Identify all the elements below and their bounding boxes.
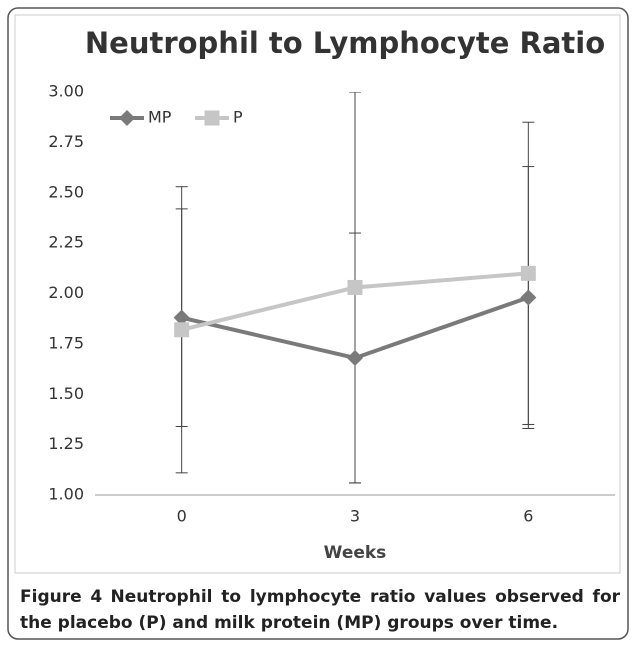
y-tick-label: 2.50: [48, 182, 84, 201]
y-tick-label: 1.75: [48, 333, 84, 352]
marker: [347, 349, 363, 366]
y-tick-label: 1.50: [48, 384, 84, 403]
chart-title: Neutrophil to Lymphocyte Ratio: [85, 26, 605, 60]
caption-text: Neutrophil to lymphocyte ratio values ob…: [20, 587, 621, 633]
caption: Figure 4 Neutrophil to lymphocyte ratio …: [20, 584, 620, 636]
x-tick-label: 0: [177, 507, 187, 526]
y-tick-label: 2.00: [48, 283, 84, 302]
caption-label: Figure 4: [20, 587, 103, 607]
y-tick-label: 1.00: [48, 485, 84, 504]
legend-label: P: [233, 108, 243, 127]
figure-border: [7, 7, 629, 640]
y-tick-label: 2.75: [48, 132, 84, 151]
marker: [174, 322, 190, 338]
x-tick-label: 6: [523, 507, 533, 526]
x-axis-label: Weeks: [324, 543, 387, 563]
marker: [173, 309, 190, 326]
marker: [347, 279, 363, 295]
y-tick-label: 3.00: [48, 82, 84, 101]
marker: [520, 289, 537, 306]
x-tick-label: 3: [350, 507, 360, 526]
y-tick-label: 2.25: [48, 233, 84, 252]
plot-area: [173, 92, 537, 484]
legend-marker: [119, 110, 135, 126]
legend-marker: [204, 110, 220, 126]
chart-border: [14, 14, 621, 574]
y-tick-label: 1.25: [48, 434, 84, 453]
legend-label: MP: [148, 108, 172, 127]
marker: [520, 265, 536, 281]
